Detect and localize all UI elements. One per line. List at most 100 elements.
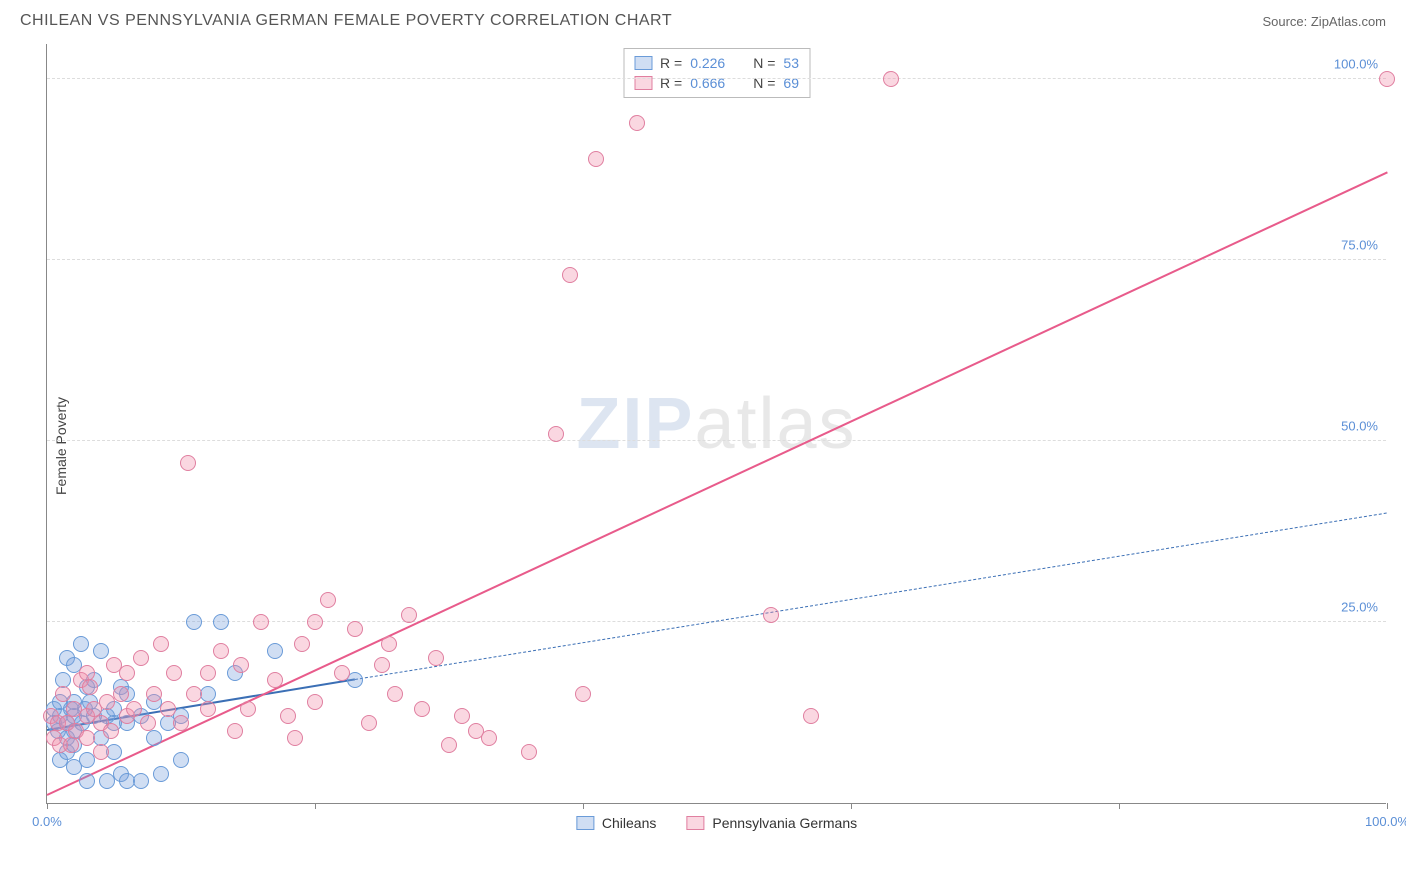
data-point (307, 694, 323, 710)
legend-correlation: R = 0.226 N = 53 R =0.666N =69 (623, 48, 810, 98)
data-point (253, 614, 269, 630)
data-point (79, 665, 95, 681)
data-point (883, 71, 899, 87)
chart-title: CHILEAN VS PENNSYLVANIA GERMAN FEMALE PO… (20, 12, 672, 30)
source-label: Source: ZipAtlas.com (1262, 14, 1386, 29)
legend-n-label: N = (753, 55, 775, 71)
data-point (320, 592, 336, 608)
data-point (119, 665, 135, 681)
data-point (280, 708, 296, 724)
data-point (294, 636, 310, 652)
data-point (133, 650, 149, 666)
data-point (140, 715, 156, 731)
data-point (82, 679, 98, 695)
data-point (414, 701, 430, 717)
x-tick-mark (47, 803, 48, 809)
data-point (103, 723, 119, 739)
data-point (1379, 71, 1395, 87)
legend-series: Chileans Pennsylvania Germans (576, 815, 857, 831)
data-point (213, 614, 229, 630)
legend-swatch (634, 56, 652, 70)
data-point (126, 701, 142, 717)
y-tick-label: 75.0% (1341, 238, 1378, 253)
x-tick-mark (583, 803, 584, 809)
x-tick-label: 100.0% (1365, 814, 1406, 829)
x-tick-mark (851, 803, 852, 809)
data-point (588, 151, 604, 167)
data-point (803, 708, 819, 724)
data-point (361, 715, 377, 731)
legend-r-label: R = (660, 55, 682, 71)
gridline (47, 259, 1386, 260)
chart-container: ZIPatlas R = 0.226 N = 53 R =0.666N =69 Chil… (46, 44, 1386, 834)
data-point (55, 686, 71, 702)
watermark-light: atlas (694, 384, 856, 464)
legend-swatch (686, 816, 704, 830)
data-point (562, 267, 578, 283)
data-point (200, 665, 216, 681)
data-point (521, 744, 537, 760)
legend-series-item: Chileans (576, 815, 656, 831)
y-tick-label: 100.0% (1334, 57, 1378, 72)
data-point (173, 752, 189, 768)
header: CHILEAN VS PENNSYLVANIA GERMAN FEMALE PO… (0, 0, 1406, 38)
data-point (63, 737, 79, 753)
gridline (47, 78, 1386, 79)
data-point (267, 672, 283, 688)
data-point (481, 730, 497, 746)
legend-swatch (576, 816, 594, 830)
data-point (575, 686, 591, 702)
data-point (160, 701, 176, 717)
data-point (166, 665, 182, 681)
watermark: ZIPatlas (576, 383, 856, 465)
x-tick-label: 0.0% (32, 814, 62, 829)
gridline (47, 440, 1386, 441)
plot-area: ZIPatlas R =0.226N =53R =0.666N =69 Chil… (46, 44, 1386, 804)
data-point (334, 665, 350, 681)
legend-correlation-row: R =0.666N =69 (634, 73, 799, 93)
data-point (763, 607, 779, 623)
y-tick-label: 50.0% (1341, 419, 1378, 434)
legend-n-value: 53 (783, 55, 799, 71)
data-point (287, 730, 303, 746)
data-point (200, 701, 216, 717)
legend-series-label: Pennsylvania Germans (712, 815, 857, 831)
data-point (146, 730, 162, 746)
data-point (374, 657, 390, 673)
data-point (629, 115, 645, 131)
x-tick-mark (1387, 803, 1388, 809)
data-point (233, 657, 249, 673)
data-point (428, 650, 444, 666)
data-point (180, 455, 196, 471)
data-point (387, 686, 403, 702)
data-point (113, 686, 129, 702)
trend-line-dashed (355, 512, 1387, 679)
data-point (227, 723, 243, 739)
data-point (267, 643, 283, 659)
data-point (186, 686, 202, 702)
data-point (93, 643, 109, 659)
data-point (548, 426, 564, 442)
legend-r-value: 0.226 (690, 55, 725, 71)
legend-series-item: Pennsylvania Germans (686, 815, 857, 831)
data-point (146, 686, 162, 702)
data-point (240, 701, 256, 717)
data-point (186, 614, 202, 630)
x-tick-mark (1119, 803, 1120, 809)
data-point (79, 730, 95, 746)
x-tick-mark (315, 803, 316, 809)
legend-correlation-row: R = 0.226 N = 53 (634, 53, 799, 73)
data-point (79, 773, 95, 789)
data-point (213, 643, 229, 659)
legend-series-label: Chileans (602, 815, 656, 831)
data-point (347, 621, 363, 637)
data-point (93, 744, 109, 760)
data-point (73, 636, 89, 652)
data-point (153, 636, 169, 652)
watermark-bold: ZIP (576, 384, 694, 464)
data-point (401, 607, 417, 623)
data-point (173, 715, 189, 731)
data-point (454, 708, 470, 724)
data-point (381, 636, 397, 652)
data-point (307, 614, 323, 630)
